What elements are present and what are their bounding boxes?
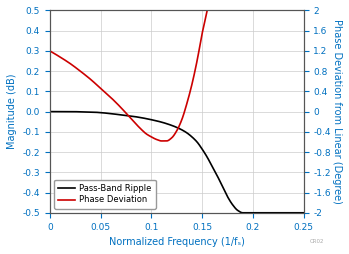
Pass-Band Ripple [150, 118, 155, 121]
Pass-Band Ripple [241, 211, 245, 214]
Pass-Band Ripple [251, 211, 255, 214]
Y-axis label: Phase Deviation from Linear (Degree): Phase Deviation from Linear (Degree) [332, 19, 342, 204]
Legend: Pass-Band Ripple, Phase Deviation: Pass-Band Ripple, Phase Deviation [54, 180, 156, 209]
Pass-Band Ripple [246, 211, 250, 214]
Phase Deviation [48, 49, 52, 52]
Line: Pass-Band Ripple: Pass-Band Ripple [50, 112, 304, 213]
Pass-Band Ripple [48, 110, 52, 113]
Phase Deviation [159, 139, 164, 142]
Phase Deviation [150, 136, 155, 139]
X-axis label: Normalized Frequency (1/fₛ): Normalized Frequency (1/fₛ) [109, 237, 245, 247]
Pass-Band Ripple [302, 211, 306, 214]
Text: CR02: CR02 [310, 239, 325, 244]
Pass-Band Ripple [222, 188, 226, 192]
Pass-Band Ripple [159, 121, 164, 124]
Phase Deviation [74, 66, 78, 69]
Y-axis label: Magnitude (dB): Magnitude (dB) [7, 74, 17, 149]
Phase Deviation [160, 139, 164, 142]
Line: Phase Deviation: Phase Deviation [50, 0, 304, 141]
Pass-Band Ripple [74, 110, 78, 113]
